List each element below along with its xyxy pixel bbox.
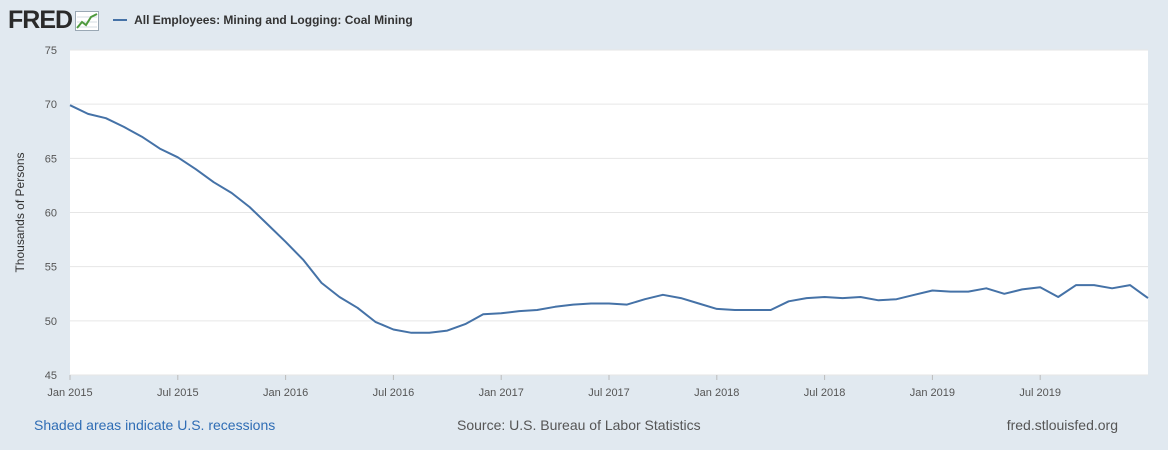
y-tick-label: 45 bbox=[45, 370, 57, 382]
x-tick-label: Jan 2019 bbox=[910, 387, 955, 399]
legend-swatch bbox=[113, 19, 128, 21]
x-tick-label: Jan 2018 bbox=[694, 387, 739, 399]
chart-legend[interactable]: All Employees: Mining and Logging: Coal … bbox=[113, 13, 413, 27]
x-tick-label: Jul 2018 bbox=[804, 387, 846, 399]
legend-series-name: All Employees: Mining and Logging: Coal … bbox=[134, 13, 413, 27]
y-axis-label: Thousands of Persons bbox=[13, 152, 27, 272]
x-tick-label: Jul 2017 bbox=[588, 387, 630, 399]
source-note: Source: U.S. Bureau of Labor Statistics bbox=[457, 417, 701, 433]
line-chart: 45 50 55 60 65 70 75 Jan 2015 Jul 2015 Jan 2016 J… bbox=[13, 45, 1149, 399]
y-tick-label: 50 bbox=[45, 316, 57, 328]
x-tick-label: Jan 2016 bbox=[263, 387, 308, 399]
y-tick-label: 75 bbox=[45, 45, 57, 57]
y-tick-label: 70 bbox=[45, 99, 57, 111]
y-tick-label: 60 bbox=[45, 208, 57, 220]
recession-note[interactable]: Shaded areas indicate U.S. recessions bbox=[34, 417, 276, 433]
trend-graph-icon bbox=[75, 11, 100, 31]
y-tick-label: 55 bbox=[45, 262, 57, 274]
x-tick-label: Jan 2015 bbox=[47, 387, 92, 399]
x-tick-label: Jul 2019 bbox=[1019, 387, 1061, 399]
chart-header: FRED All Employees: Mining and Logging: … bbox=[8, 6, 413, 34]
y-tick-label: 65 bbox=[45, 153, 57, 165]
series-line bbox=[69, 104, 1149, 334]
site-url[interactable]: fred.stlouisfed.org bbox=[1006, 417, 1118, 433]
x-tick-label: Jan 2017 bbox=[479, 387, 524, 399]
x-tick-label: Jul 2015 bbox=[157, 387, 199, 399]
x-tick-label: Jul 2016 bbox=[373, 387, 415, 399]
fred-logo[interactable]: FRED bbox=[8, 6, 73, 34]
